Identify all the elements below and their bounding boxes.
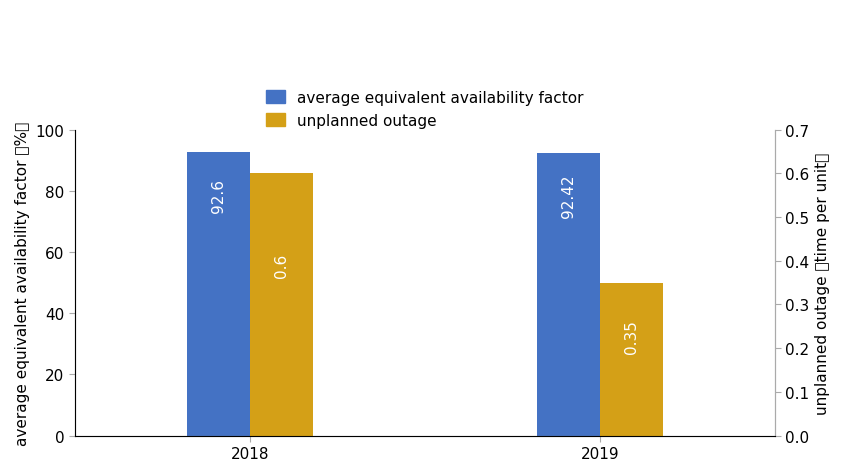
Text: 92.6: 92.6 bbox=[211, 178, 225, 212]
Text: 0.6: 0.6 bbox=[273, 254, 289, 278]
Text: 0.35: 0.35 bbox=[623, 319, 638, 353]
Bar bbox=[599, 283, 662, 436]
Bar bbox=[536, 154, 599, 436]
Y-axis label: average equivalent availability factor （%）: average equivalent availability factor （… bbox=[15, 121, 30, 445]
Bar bbox=[250, 174, 312, 436]
Bar bbox=[187, 153, 250, 436]
Text: 92.42: 92.42 bbox=[560, 174, 575, 218]
Y-axis label: unplanned outage （time per unit）: unplanned outage （time per unit） bbox=[814, 152, 829, 414]
Legend: average equivalent availability factor, unplanned outage: average equivalent availability factor, … bbox=[258, 83, 590, 136]
